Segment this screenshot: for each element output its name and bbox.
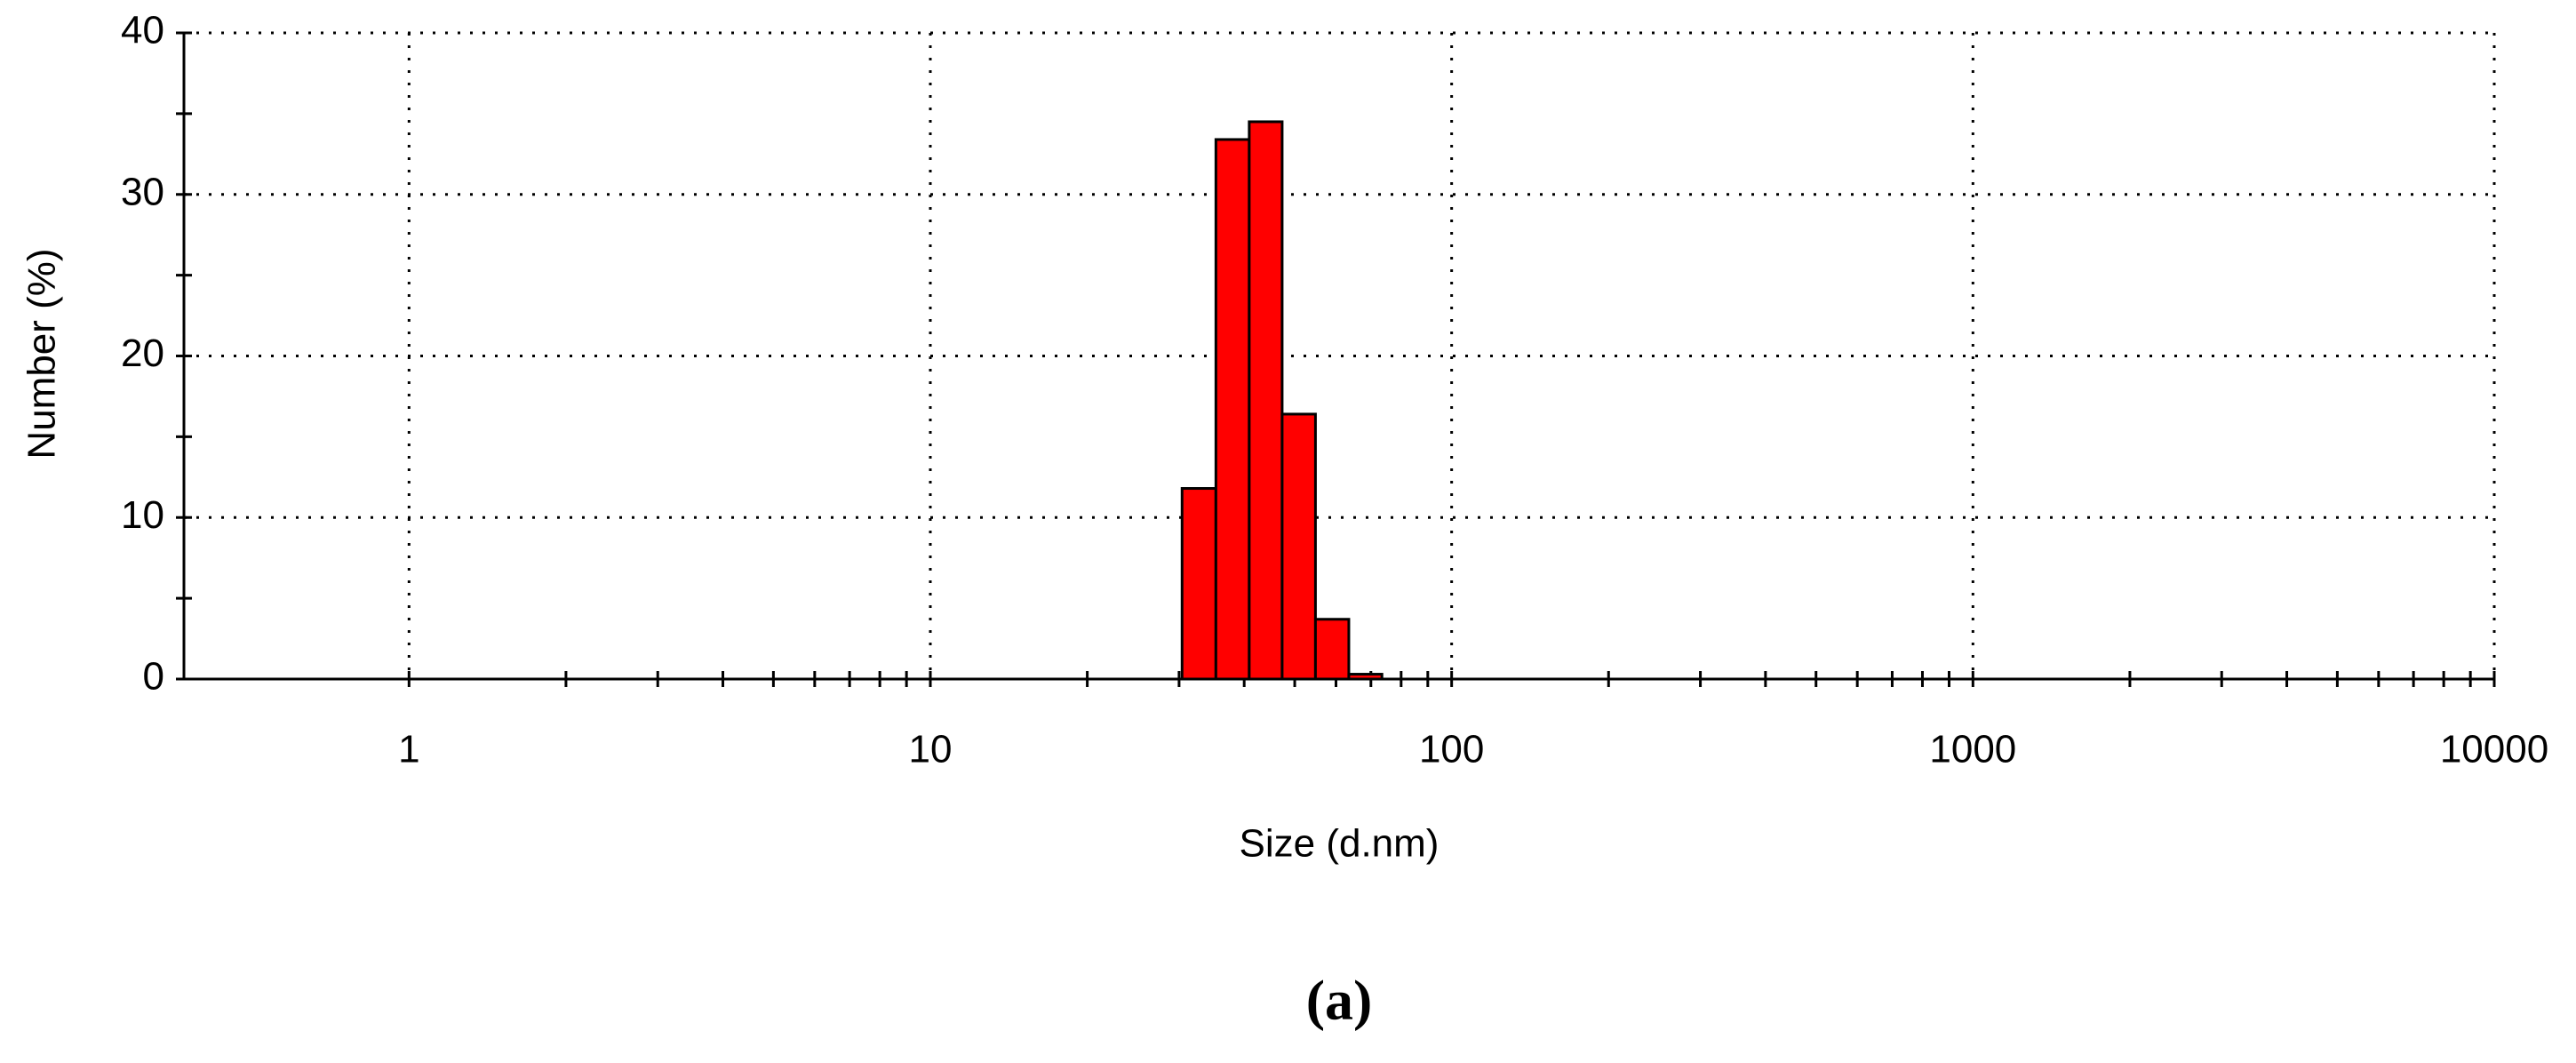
x-tick-label: 100 — [1419, 728, 1484, 771]
y-tick-label: 10 — [121, 493, 164, 537]
y-tick-label: 0 — [143, 655, 164, 699]
bar — [1248, 120, 1284, 681]
y-axis-title: Number (%) — [20, 248, 64, 459]
y-tick-label: 40 — [121, 9, 164, 52]
bar — [1280, 412, 1317, 681]
bar — [1180, 487, 1217, 681]
x-tick-label: 10 — [909, 728, 953, 771]
bar — [1313, 618, 1351, 681]
x-tick-label: 1 — [398, 728, 419, 771]
x-tick-label: 1000 — [1929, 728, 2016, 771]
x-axis-title: Size (d.nm) — [1240, 822, 1440, 866]
y-tick-label: 20 — [121, 332, 164, 375]
y-tick-label: 30 — [121, 170, 164, 213]
x-tick-label: 10000 — [2440, 728, 2548, 771]
bar — [1214, 138, 1251, 681]
caption: (a) — [1306, 969, 1373, 1032]
